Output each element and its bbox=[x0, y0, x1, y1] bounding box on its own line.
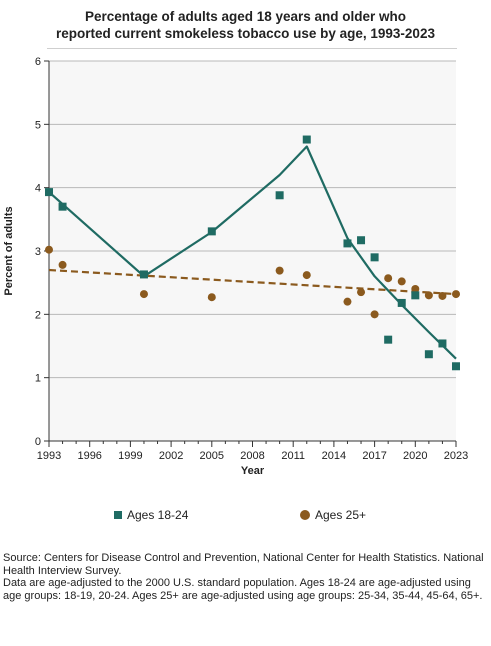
point-ages-25-plus-2012 bbox=[302, 271, 311, 280]
x-tick-label-1996: 1996 bbox=[77, 450, 101, 462]
x-tick-label-2005: 2005 bbox=[200, 450, 224, 462]
point-ages-25-plus-2023 bbox=[452, 290, 460, 299]
point-ages-18-24-2016 bbox=[357, 236, 366, 245]
point-ages-18-24-2022 bbox=[438, 339, 447, 348]
point-ages-18-24-2015 bbox=[343, 239, 352, 248]
x-tick-label-2020: 2020 bbox=[403, 450, 427, 462]
y-tick-label-4: 4 bbox=[35, 183, 41, 195]
title-divider bbox=[47, 48, 457, 49]
legend-square-marker-icon bbox=[114, 511, 122, 519]
point-ages-18-24-1993 bbox=[45, 188, 53, 197]
source-note: Source: Centers for Disease Control and … bbox=[3, 552, 488, 602]
point-ages-25-plus-2017 bbox=[370, 310, 379, 319]
x-tick-label-2002: 2002 bbox=[159, 450, 183, 462]
y-tick-label-3: 3 bbox=[35, 246, 41, 258]
point-ages-25-plus-2015 bbox=[343, 297, 352, 306]
x-axis-label: Year bbox=[241, 465, 265, 477]
point-ages-18-24-2019 bbox=[397, 298, 406, 307]
point-ages-25-plus-2010 bbox=[275, 266, 284, 275]
chart-title: Percentage of adults aged 18 years and o… bbox=[0, 8, 491, 42]
point-ages-25-plus-2016 bbox=[357, 288, 366, 297]
point-ages-25-plus-2022 bbox=[438, 291, 447, 300]
x-tick-label-2014: 2014 bbox=[322, 450, 346, 462]
chart-title-line-2: reported current smokeless tobacco use b… bbox=[56, 26, 435, 41]
point-ages-25-plus-2018 bbox=[384, 274, 393, 283]
point-ages-25-plus-1993 bbox=[45, 245, 53, 254]
legend-item-ages-25-plus[interactable]: Ages 25+ bbox=[300, 508, 366, 522]
legend-label-ages-18-24: Ages 18-24 bbox=[127, 508, 189, 522]
trend-line-ages-18-24 bbox=[48, 145, 457, 360]
point-ages-25-plus-2000 bbox=[139, 290, 148, 299]
x-tick-label-2011: 2011 bbox=[281, 450, 305, 462]
y-tick-label-1: 1 bbox=[35, 373, 41, 385]
legend-label-ages-25-plus: Ages 25+ bbox=[315, 508, 367, 522]
x-tick-label-1999: 1999 bbox=[118, 450, 142, 462]
x-tick-label-2023: 2023 bbox=[444, 450, 468, 462]
point-ages-18-24-2000 bbox=[139, 270, 148, 279]
x-tick-label-2017: 2017 bbox=[362, 450, 386, 462]
legend-item-ages-18-24[interactable]: Ages 18-24 bbox=[114, 508, 188, 522]
y-tick-label-0: 0 bbox=[35, 436, 41, 448]
legend-circle-marker-icon bbox=[300, 510, 310, 520]
x-tick-label-2008: 2008 bbox=[240, 450, 264, 462]
point-ages-25-plus-2019 bbox=[397, 277, 406, 286]
point-ages-25-plus-2020 bbox=[411, 285, 420, 293]
point-ages-18-24-1994 bbox=[58, 202, 67, 211]
chart-svg: 0 1 2 3 4 5 6 1993 1996 1999 2002 2005 2008 2011 2014 2… bbox=[3, 56, 468, 477]
point-ages-25-plus-1994 bbox=[58, 260, 67, 269]
point-ages-18-24-2018 bbox=[384, 335, 393, 344]
point-ages-25-plus-2021 bbox=[424, 291, 433, 300]
y-axis-label: Percent of adults bbox=[3, 206, 15, 295]
source-line-1: Source: Centers for Disease Control and … bbox=[3, 552, 484, 577]
x-tick-label-1993: 1993 bbox=[37, 450, 61, 462]
point-ages-18-24-2010 bbox=[275, 191, 284, 200]
y-tick-label-6: 6 bbox=[35, 56, 41, 68]
point-ages-18-24-2020 bbox=[411, 291, 420, 300]
chart-title-line-1: Percentage of adults aged 18 years and o… bbox=[84, 9, 407, 24]
point-ages-18-24-2005 bbox=[207, 227, 216, 236]
y-tick-label-5: 5 bbox=[35, 119, 41, 131]
point-ages-18-24-2012 bbox=[302, 135, 311, 144]
y-tick-label-2: 2 bbox=[35, 309, 41, 321]
trend-line-ages-25-plus bbox=[48, 268, 457, 296]
source-line-2: Data are age-adjusted to the 2000 U.S. s… bbox=[3, 577, 483, 602]
point-ages-25-plus-2005 bbox=[207, 293, 216, 302]
point-ages-18-24-2023 bbox=[452, 362, 460, 371]
point-ages-18-24-2017 bbox=[370, 253, 379, 262]
point-ages-18-24-2021 bbox=[424, 350, 433, 359]
